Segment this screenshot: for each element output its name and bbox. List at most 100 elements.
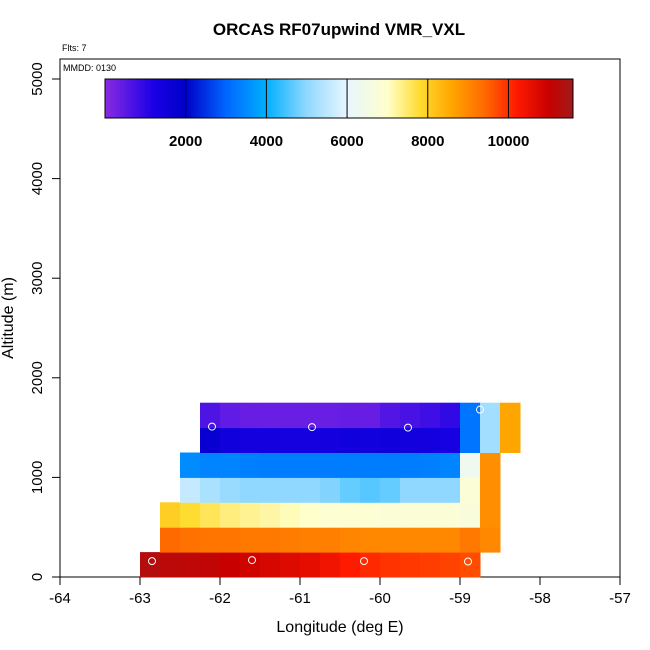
sample-point [464, 557, 472, 566]
heatmap-cell [260, 427, 281, 453]
heatmap-cell [200, 402, 221, 429]
heatmap-cell [280, 477, 301, 503]
heatmap-cell [420, 477, 441, 503]
heatmap-cell [400, 527, 421, 553]
chart-title: ORCAS RF07upwind VMR_VXL [213, 20, 465, 39]
heatmap-cell [380, 552, 401, 578]
sample-point [308, 423, 316, 432]
heatmap-cell [360, 402, 381, 429]
heatmap-cell [440, 427, 461, 453]
heatmap-cell [440, 452, 461, 478]
heatmap-cell [280, 402, 301, 429]
sample-points [148, 405, 484, 566]
heatmap-cell [200, 452, 221, 478]
heatmap-cell [400, 402, 421, 429]
flights-annotation: Flts: 7 [62, 43, 87, 53]
heatmap-cell [380, 502, 401, 528]
x-tick-label: -59 [449, 590, 471, 607]
heatmap-cell [380, 427, 401, 453]
heatmap-cell [320, 527, 341, 553]
heatmap-cell [320, 452, 341, 478]
heatmap-cell [180, 552, 201, 578]
heatmap-cell [220, 527, 241, 553]
y-tick-label: 1000 [29, 461, 46, 494]
heatmap-cell [200, 427, 221, 453]
sample-point [248, 556, 256, 565]
heatmap-cell [460, 502, 481, 528]
heatmap-cell [320, 477, 341, 503]
heatmap-cell [460, 452, 481, 478]
heatmap-cell [360, 552, 381, 578]
heatmap-cell [140, 552, 161, 578]
heatmap-cell [320, 552, 341, 578]
sample-point [360, 557, 368, 566]
heatmap-cell [480, 502, 501, 528]
heatmap-cell [240, 502, 261, 528]
heatmap-cell [440, 527, 461, 553]
heatmap-cell [340, 402, 361, 429]
heatmap-cell [260, 402, 281, 429]
heatmap-cell [180, 452, 201, 478]
y-tick-label: 2000 [29, 361, 46, 394]
y-tick-label: 0 [29, 573, 46, 581]
heatmap-cell [160, 552, 181, 578]
date-annotation: MMDD: 0130 [63, 63, 116, 73]
heatmap-cell [200, 527, 221, 553]
sample-point [148, 557, 156, 566]
heatmap-cell [220, 452, 241, 478]
heatmap-cell [480, 427, 501, 453]
heatmap-cell [300, 552, 321, 578]
heatmap-cell [220, 477, 241, 503]
heatmap-cell [420, 527, 441, 553]
heatmap-cell [300, 402, 321, 429]
x-tick-label: -57 [609, 590, 631, 607]
sample-point [404, 423, 412, 432]
heatmap-cell [180, 477, 201, 503]
y-axis: 0 1000 2000 3000 4000 5000 [29, 62, 60, 581]
heatmap-cell [440, 477, 461, 503]
heatmap-cell [460, 427, 481, 453]
heatmap-cell [420, 552, 441, 578]
x-axis: -64 -63 -62 -61 -60 -59 -58 -57 [49, 577, 631, 607]
heatmap-cell [420, 452, 441, 478]
heatmap-cell [280, 502, 301, 528]
x-axis-label: Longitude (deg E) [276, 619, 403, 636]
heatmap-cell [240, 527, 261, 553]
heatmap-cell [200, 502, 221, 528]
x-tick-label: -58 [529, 590, 551, 607]
heatmap-cell [360, 452, 381, 478]
y-tick-label: 4000 [29, 162, 46, 195]
heatmap-cell [180, 527, 201, 553]
heatmap-cell [480, 402, 501, 429]
heatmap-cell [340, 502, 361, 528]
heatmap-cell [160, 502, 181, 528]
heatmap-cell [240, 452, 261, 478]
heatmap-cell [440, 402, 461, 429]
heatmap-cell [240, 552, 261, 578]
heatmap-cell [500, 427, 521, 453]
x-tick-label: -60 [369, 590, 391, 607]
heatmap-cell [220, 502, 241, 528]
heatmap-cell [420, 502, 441, 528]
heatmap-cell [360, 427, 381, 453]
heatmap-cell [400, 552, 421, 578]
heatmap-cell [340, 477, 361, 503]
x-tick-label: -64 [49, 590, 71, 607]
heatmap-cell [360, 477, 381, 503]
heatmap-cell [220, 552, 241, 578]
colorbar-ticks: 2000 4000 6000 8000 10000 [169, 79, 529, 150]
heatmap-cells [140, 402, 521, 578]
heatmap-cell [260, 527, 281, 553]
heatmap-cell [440, 502, 461, 528]
heatmap-cell [320, 402, 341, 429]
heatmap-cell [260, 477, 281, 503]
heatmap-cell [400, 452, 421, 478]
heatmap-cell [200, 477, 221, 503]
heatmap-cell [380, 477, 401, 503]
heatmap-cell [480, 452, 501, 478]
heatmap-cell [280, 552, 301, 578]
heatmap-cell [460, 477, 481, 503]
x-tick-label: -62 [209, 590, 231, 607]
colorbar [104, 78, 574, 119]
